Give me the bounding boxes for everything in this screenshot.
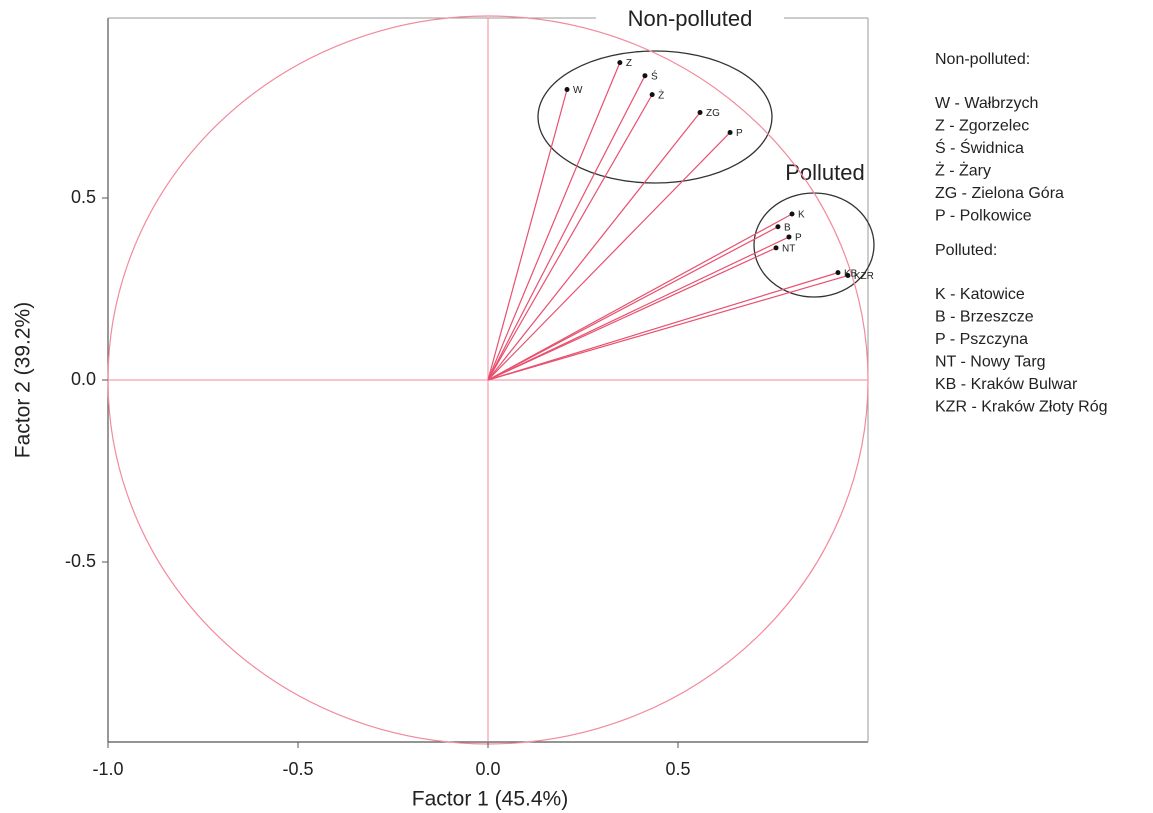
point-label: NT: [782, 244, 795, 255]
point-label: KZR: [854, 271, 874, 282]
point-label: P: [795, 233, 802, 244]
point-label: ZG: [706, 108, 720, 119]
key-entry: Z - Zgorzelec: [935, 118, 1029, 135]
loading-vector: [487, 62, 621, 381]
loading-vector: [487, 272, 839, 381]
loading-vector: [487, 226, 779, 381]
y-tick-label: 0.5: [71, 187, 96, 207]
loading-vector: [487, 274, 849, 381]
y-axis-label: Factor 2 (39.2%): [12, 302, 35, 458]
key-entry: Ż - Żary: [935, 161, 991, 180]
point-label: W: [573, 85, 583, 96]
key-entry: NT - Nowy Targ: [935, 354, 1046, 371]
loading-vector: [487, 112, 701, 381]
x-axis-label: Factor 1 (45.4%): [412, 788, 568, 811]
point-label: B: [784, 222, 791, 233]
key-heading: Non-polluted:: [935, 51, 1030, 68]
point: [775, 224, 781, 230]
key-entry: P - Pszczyna: [935, 331, 1028, 348]
x-tick-label: 0.5: [665, 759, 690, 779]
key-heading: Polluted:: [935, 242, 997, 259]
point-label: Ż: [658, 88, 664, 101]
point: [617, 60, 623, 66]
key-entry: B - Brzeszcze: [935, 309, 1034, 326]
y-tick-label: -0.5: [65, 551, 96, 571]
point: [835, 270, 841, 276]
point: [642, 73, 648, 79]
key-entry: Ś - Świdnica: [935, 138, 1024, 157]
key-entry: P - Polkowice: [935, 208, 1032, 225]
point-label: KB: [844, 268, 858, 279]
loading-vector: [487, 75, 646, 381]
point: [649, 92, 655, 98]
point: [845, 273, 851, 279]
point: [564, 87, 570, 93]
point-label: Z: [626, 58, 632, 69]
point: [697, 109, 703, 115]
loading-vector: [487, 89, 568, 381]
x-tick-label: -1.0: [92, 759, 123, 779]
group-label: Non-polluted: [628, 6, 753, 31]
group-label: Polluted: [785, 160, 865, 185]
loading-vector: [487, 132, 731, 381]
key-entry: KZR - Kraków Złoty Róg: [935, 399, 1107, 416]
point-label: K: [798, 210, 805, 221]
loading-vector: [487, 247, 777, 381]
point: [727, 129, 733, 135]
loading-vector: [487, 94, 653, 381]
x-tick-label: -0.5: [282, 759, 313, 779]
point-label: Ś: [651, 69, 658, 82]
loading-vector: [487, 236, 790, 381]
point-label: P: [736, 128, 743, 139]
key-entry: ZG - Zielona Góra: [935, 185, 1064, 202]
key-entry: K - Katowice: [935, 286, 1025, 303]
point: [786, 234, 792, 240]
loading-vector: [487, 213, 793, 381]
x-tick-label: 0.0: [475, 759, 500, 779]
group-outline: [537, 50, 773, 184]
point: [789, 211, 795, 217]
point: [773, 245, 779, 251]
y-tick-label: 0.0: [71, 369, 96, 389]
key-entry: W - Wałbrzych: [935, 95, 1038, 112]
key-entry: KB - Kraków Bulwar: [935, 376, 1078, 393]
